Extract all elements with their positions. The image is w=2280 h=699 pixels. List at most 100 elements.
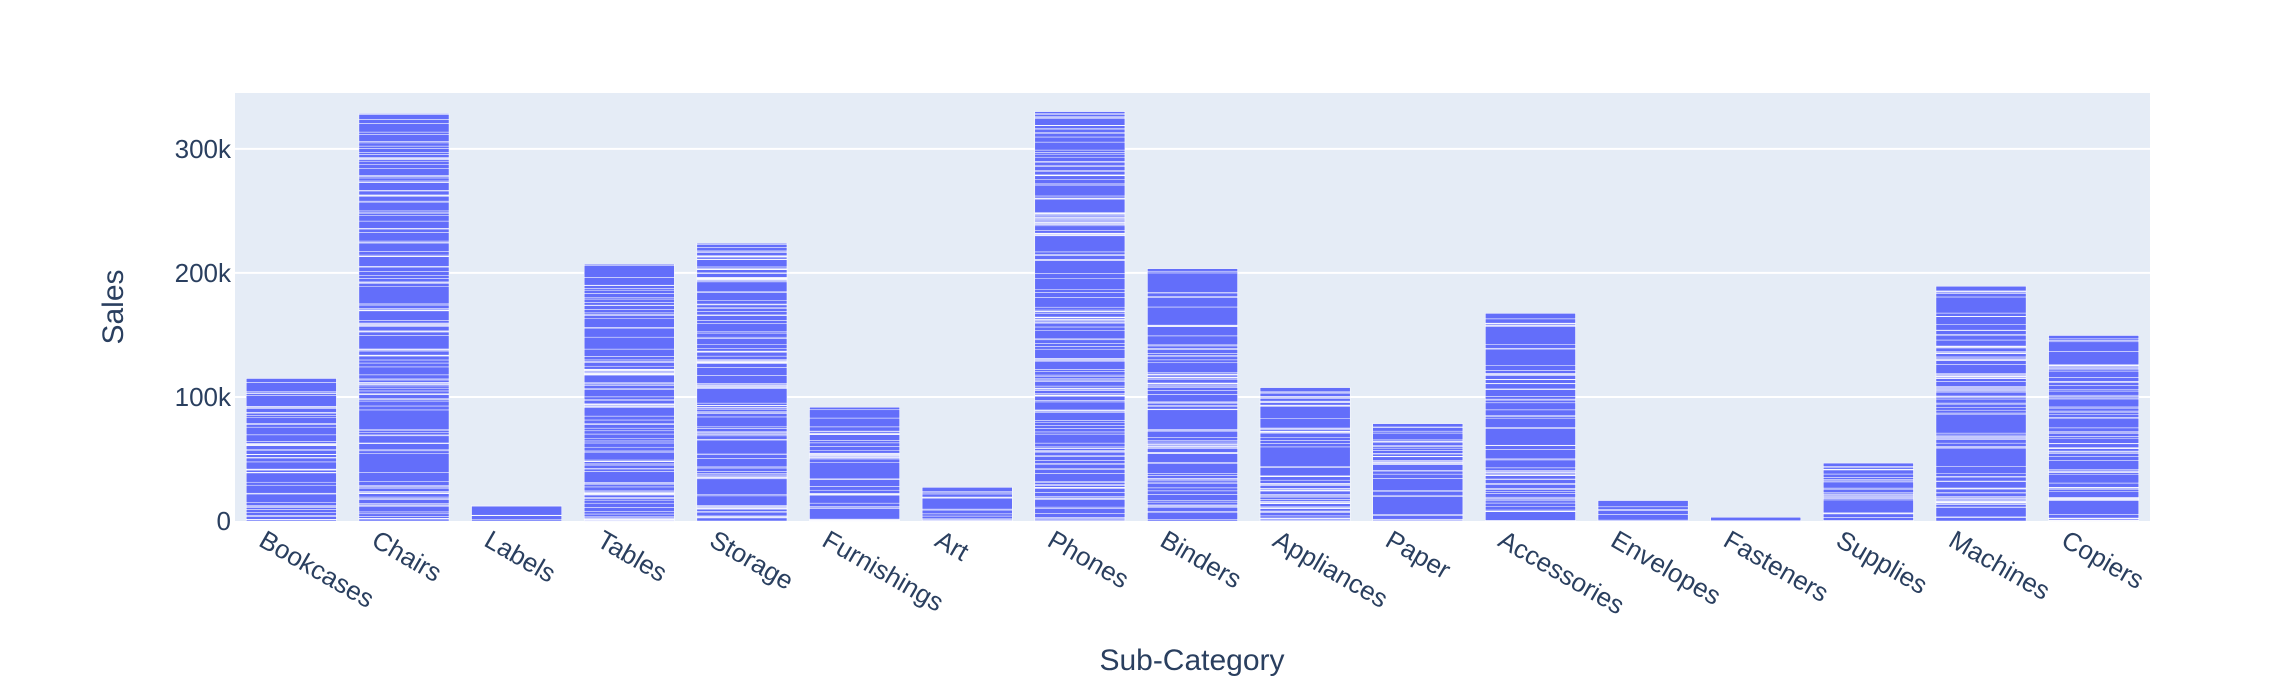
bar-segment [1147,502,1237,505]
bar-segment [1936,293,2026,297]
bar-segment [2049,474,2139,483]
bar-segment [359,161,449,164]
bar-furnishings[interactable] [810,407,900,521]
bar-segment [359,119,449,123]
bar-segment [359,154,449,157]
bar-segment [1936,477,2026,481]
bar-segment [359,257,449,267]
bar-tables[interactable] [584,264,674,521]
bar-segment [1485,484,1575,488]
bar-segment [1147,346,1237,348]
bar-segment [1260,491,1350,494]
bar-segment [1035,434,1125,443]
bar-segment [1485,492,1575,494]
bar-segment [1936,392,2026,396]
bar-segment [1373,443,1463,446]
bar-segment [810,418,900,427]
bar-segment [697,403,787,405]
bar-machines[interactable] [1936,286,2026,521]
bar-segment [1598,514,1688,520]
bar-segment [1373,454,1463,456]
bar-segment [697,428,787,431]
bar-fasteners[interactable] [1711,517,1801,521]
bar-segment [1147,271,1237,273]
bar-labels[interactable] [472,506,562,521]
bar-segment [2049,369,2139,371]
bar-segment [1035,230,1125,233]
bar-segment [584,447,674,451]
x-tick-label: Phones [1043,524,1134,594]
bar-supplies[interactable] [1823,463,1913,521]
bar-appliances[interactable] [1260,388,1350,521]
bar-segment [1485,313,1575,318]
bar-segment [1035,492,1125,496]
bar-segment [1035,278,1125,289]
bar-bookcases[interactable] [246,378,336,521]
bar-segment [697,479,787,495]
bar-segment [1147,336,1237,345]
bar-segment [584,400,674,404]
bar-segment [1936,448,2026,467]
bar-segment [922,487,1012,491]
bar-segment [697,308,787,311]
bar-segment [584,305,674,309]
bar-binders[interactable] [1147,269,1237,521]
bar-segment [359,386,449,388]
bar-segment [359,433,449,435]
bar-segment [1936,286,2026,291]
bar-segment [1147,407,1237,409]
bar-segment [359,388,449,391]
bar-segment [359,401,449,406]
bar-segment [584,328,674,337]
bar-segment [922,514,1012,516]
bar-segment [810,479,900,486]
bar-segment [1936,379,2026,382]
bar-segment [1260,444,1350,447]
bar-segment [359,444,449,450]
bar-segment [584,514,674,517]
bar-segment [1147,491,1237,495]
bar-accessories[interactable] [1485,313,1575,521]
bar-segment [697,472,787,474]
bar-segment [359,351,449,355]
bar-segment [697,252,787,255]
bar-segment [1035,426,1125,429]
bar-segment [697,367,787,375]
bar-segment [246,462,336,469]
bar-segment [810,509,900,519]
bar-copiers[interactable] [2049,335,2139,521]
bar-segment [359,500,449,504]
bar-segment [1147,448,1237,452]
bar-segment [1260,419,1350,428]
bar-segment [1936,467,2026,474]
bar-segment [246,458,336,462]
bar-segment [2049,342,2139,352]
bar-segment [584,420,674,424]
bar-segment [2049,456,2139,460]
bar-segment [359,453,449,472]
bar-phones[interactable] [1035,112,1125,521]
bar-segment [1485,376,1575,380]
bar-segment [1035,255,1125,259]
bar-art[interactable] [922,487,1012,521]
bar-envelopes[interactable] [1598,501,1688,521]
bar-chairs[interactable] [359,114,449,521]
bar-segment [810,495,900,503]
bar-segment [1373,457,1463,461]
bar-segment [246,508,336,510]
bar-segment [2049,386,2139,390]
bar-segment [1936,325,2026,330]
bar-segment [1485,429,1575,446]
bar-segment [1260,497,1350,499]
bar-segment [697,333,787,337]
bar-paper[interactable] [1373,424,1463,521]
bar-segment [359,178,449,181]
bar-segment [359,267,449,271]
bar-segment [246,409,336,413]
bar-segment [359,165,449,169]
bar-segment [584,452,674,460]
bar-segment [1936,414,2026,433]
bar-segment [1147,410,1237,430]
bar-storage[interactable] [697,243,787,521]
